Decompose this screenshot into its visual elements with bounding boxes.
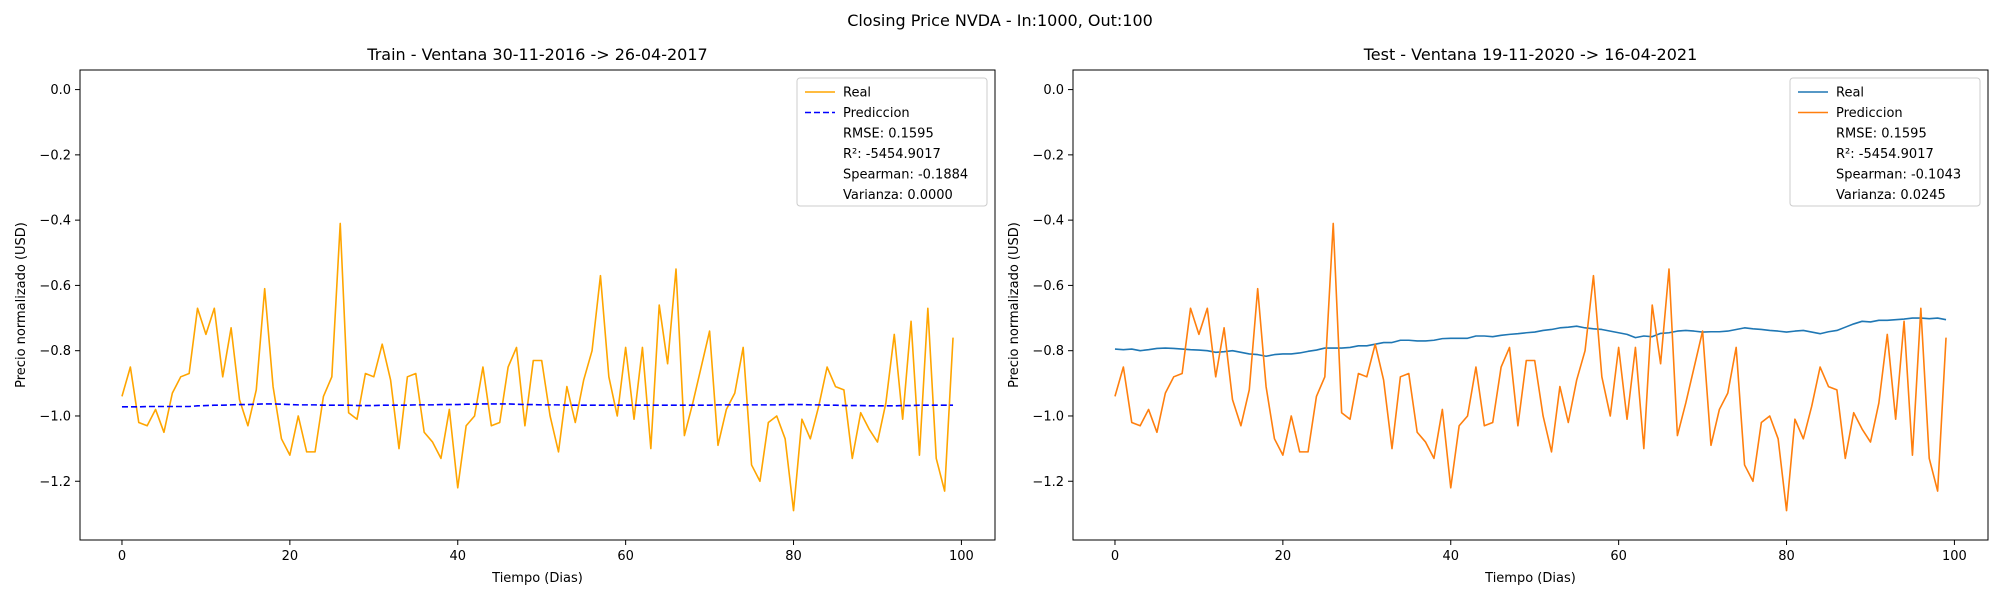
train-chart-panel: Train - Ventana 30-11-2016 -> 26-04-2017… — [14, 45, 996, 586]
x-axis-label: Tiempo (Dias) — [1484, 571, 1576, 586]
legend-metric: RMSE: 0.1595 — [1836, 127, 1927, 142]
legend-metric: RMSE: 0.1595 — [843, 127, 934, 142]
legend-metric: Varianza: 0.0245 — [1836, 188, 1946, 203]
panel-title: Test - Ventana 19-11-2020 -> 16-04-2021 — [1363, 45, 1698, 64]
x-tick-label: 100 — [1942, 549, 1967, 564]
y-axis-label: Precio normalizado (USD) — [14, 222, 29, 388]
x-axis-label: Tiempo (Dias) — [491, 571, 583, 586]
y-tick-label: 0.0 — [50, 83, 71, 98]
x-tick-label: 40 — [1442, 549, 1459, 564]
x-tick-label: 0 — [1111, 549, 1119, 564]
y-tick-label: −0.6 — [1032, 279, 1064, 294]
legend-label: Real — [1836, 86, 1864, 101]
y-tick-label: −0.4 — [1032, 214, 1064, 229]
y-tick-label: −0.2 — [1032, 148, 1064, 163]
axes-frame — [1072, 69, 1989, 541]
series-line-real — [121, 222, 954, 512]
x-tick-label: 20 — [282, 549, 299, 564]
legend-label: Real — [843, 86, 871, 101]
x-tick-label: 60 — [1610, 549, 1627, 564]
legend-metric: R²: -5454.9017 — [1836, 147, 1934, 162]
y-tick-label: −1.2 — [39, 475, 71, 490]
y-tick-label: −1.0 — [1032, 409, 1064, 424]
series-line-prediccion — [121, 403, 954, 408]
x-tick-label: 40 — [449, 549, 466, 564]
x-tick-label: 0 — [118, 549, 126, 564]
y-tick-label: 0.0 — [1043, 83, 1064, 98]
x-tick-label: 80 — [785, 549, 802, 564]
test-chart-panel: Test - Ventana 19-11-2020 -> 16-04-2021 0… — [1007, 45, 1989, 586]
legend-label: Prediccion — [843, 106, 910, 121]
y-tick-label: −1.2 — [1032, 475, 1064, 490]
legend-metric: R²: -5454.9017 — [843, 147, 941, 162]
y-tick-label: −0.6 — [39, 279, 71, 294]
x-tick-label: 60 — [617, 549, 634, 564]
legend-box — [796, 77, 988, 207]
legend-label: Prediccion — [1836, 106, 1903, 121]
series-line-real — [1114, 317, 1947, 358]
x-tick-label: 100 — [949, 549, 974, 564]
legend-metric: Spearman: -0.1884 — [843, 168, 968, 183]
y-tick-label: −1.0 — [39, 409, 71, 424]
y-axis-label: Precio normalizado (USD) — [1007, 222, 1022, 388]
y-tick-label: −0.8 — [39, 344, 71, 359]
y-tick-label: −0.2 — [39, 148, 71, 163]
legend-box — [1789, 77, 1981, 207]
y-tick-label: −0.8 — [1032, 344, 1064, 359]
x-tick-label: 80 — [1778, 549, 1795, 564]
legend-metric: Spearman: -0.1043 — [1836, 168, 1961, 183]
panel-title: Train - Ventana 30-11-2016 -> 26-04-2017 — [366, 45, 707, 64]
legend-metric: Varianza: 0.0000 — [843, 188, 953, 203]
axes-frame — [79, 69, 996, 541]
y-tick-label: −0.4 — [39, 214, 71, 229]
figure-title: Closing Price NVDA - In:1000, Out:100 — [847, 11, 1153, 30]
x-tick-label: 20 — [1275, 549, 1292, 564]
series-line-prediccion — [1114, 222, 1947, 512]
